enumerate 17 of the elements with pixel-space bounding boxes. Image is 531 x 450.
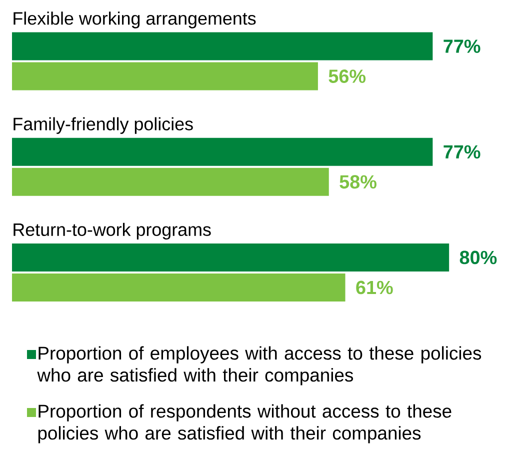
data-label: 80%: [460, 250, 497, 264]
bar: [12, 138, 433, 166]
legend-label: Proportion of employees with access to these policies who are satisfied with their companies: [37, 346, 482, 386]
bar: [12, 168, 329, 196]
y-tick-label: Flexible working arrangements: [14, 12, 256, 28]
bar: [12, 273, 346, 302]
bar: [12, 32, 433, 60]
data-label: 56%: [328, 70, 366, 83]
data-label: 61%: [356, 280, 393, 294]
legend-label: Proportion of respondents without access to these policies who are satisfied with their companies: [38, 404, 452, 444]
data-label: 77%: [444, 145, 480, 159]
y-tick-label: Family-friendly policies: [14, 117, 193, 134]
y-tick-label: Return-to-work programs: [14, 222, 211, 240]
data-label: 77%: [444, 40, 480, 53]
data-label: 58%: [340, 175, 376, 189]
bar: [12, 243, 450, 272]
bar: [12, 62, 318, 90]
